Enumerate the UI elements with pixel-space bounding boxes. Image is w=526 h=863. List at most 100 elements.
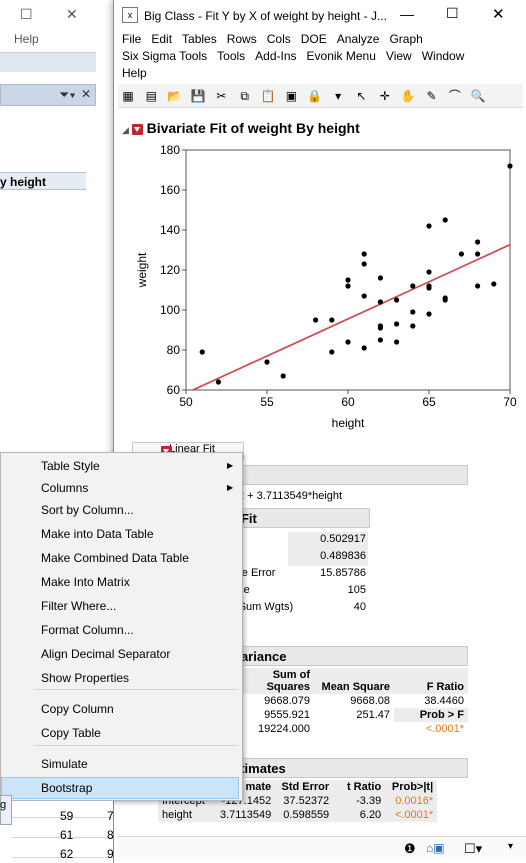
data-point[interactable]	[426, 223, 432, 229]
menu-tools[interactable]: Tools	[217, 49, 246, 63]
data-point[interactable]	[394, 321, 400, 327]
menu-evonik-menu[interactable]: Evonik Menu	[306, 49, 376, 63]
menu-cols[interactable]: Cols	[266, 32, 291, 46]
data-point[interactable]	[329, 349, 335, 355]
data-point[interactable]	[361, 251, 367, 257]
menu-add-ins[interactable]: Add-Ins	[255, 49, 297, 63]
menu-help[interactable]: Help	[122, 66, 147, 80]
menu-file[interactable]: File	[122, 32, 142, 46]
data-point[interactable]	[361, 261, 367, 267]
data-point[interactable]	[475, 251, 481, 257]
data-point[interactable]	[394, 297, 400, 303]
scatter-plot[interactable]: 60 80 100 120 140 160 180 50 55 60 65 70 height we…	[128, 142, 518, 432]
row-number[interactable]: 62	[60, 847, 74, 861]
data-point[interactable]	[410, 283, 416, 289]
context-menu-item-copy-column[interactable]: Copy Column	[41, 702, 114, 716]
grid-cell[interactable]: 9	[107, 847, 114, 861]
data-point[interactable]	[313, 317, 319, 323]
red-triangle-menu-icon[interactable]	[132, 124, 144, 136]
cut-icon[interactable]: ✂	[216, 89, 227, 103]
data-point[interactable]	[377, 323, 383, 329]
filter-icon[interactable]: ⏷▾	[59, 87, 76, 102]
copy-icon[interactable]: ⧉	[240, 89, 249, 103]
dropdown-icon[interactable]: ▾	[335, 89, 342, 103]
context-menu-item-make-into-data-table[interactable]: Make into Data Table	[41, 527, 154, 541]
menu-tables[interactable]: Tables	[182, 32, 217, 46]
data-point[interactable]	[361, 345, 367, 351]
data-point[interactable]	[199, 349, 205, 355]
menu-rows[interactable]: Rows	[226, 32, 257, 46]
data-point[interactable]	[410, 309, 416, 315]
maximize-icon[interactable]: ☐	[446, 5, 459, 21]
show-data-icon[interactable]: ▣	[285, 89, 298, 103]
menu-six-sigma-tools[interactable]: Six Sigma Tools	[122, 49, 208, 63]
help-menu[interactable]: Help	[14, 32, 39, 46]
data-point[interactable]	[458, 251, 464, 257]
summary-of-fit-header[interactable]: f Fit	[228, 508, 370, 528]
report-outline-title[interactable]: ◢ Bivariate Fit of weight By height	[122, 120, 360, 136]
lock-icon[interactable]: 🔒	[307, 89, 323, 103]
data-point[interactable]	[475, 283, 481, 289]
new-data-table-icon[interactable]: ▦	[122, 89, 134, 103]
grid-cell[interactable]: 7	[107, 809, 114, 823]
layout-icon[interactable]: ☐▾	[464, 841, 483, 856]
data-point[interactable]	[280, 373, 286, 379]
menu-graph[interactable]: Graph	[389, 32, 423, 46]
data-point[interactable]	[215, 379, 221, 385]
paste-icon[interactable]: 📋	[260, 89, 276, 103]
data-point[interactable]	[426, 269, 432, 275]
data-point[interactable]	[329, 317, 335, 323]
data-point[interactable]	[442, 295, 448, 301]
row-number[interactable]: 61	[60, 828, 74, 842]
zoom-tool-icon[interactable]: 🔍	[470, 89, 486, 103]
info-icon[interactable]: ❶	[404, 841, 416, 856]
menu-window[interactable]: Window	[421, 49, 465, 63]
data-point[interactable]	[361, 293, 367, 299]
column-header[interactable]: y height	[0, 172, 86, 190]
arrow-tool-icon[interactable]: ↖	[356, 89, 367, 103]
new-script-icon[interactable]: ▤	[145, 89, 158, 103]
context-menu-item-columns[interactable]: Columns	[41, 481, 89, 495]
brush-tool-icon[interactable]: ✎	[426, 89, 437, 103]
panel-close-icon[interactable]: ✕	[81, 87, 92, 101]
minimize-icon[interactable]: —	[400, 6, 414, 22]
grabber-tool-icon[interactable]: ✋	[400, 89, 416, 103]
data-point[interactable]	[345, 283, 351, 289]
data-point[interactable]	[264, 359, 270, 365]
menu-doe[interactable]: DOE	[300, 32, 327, 46]
home-icon[interactable]: ⌂▣	[426, 841, 445, 855]
data-point[interactable]	[377, 337, 383, 343]
more-options-icon[interactable]: ▾	[508, 841, 514, 852]
context-menu-item-sort-by-column[interactable]: Sort by Column...	[41, 503, 134, 517]
data-point[interactable]	[475, 239, 481, 245]
maximize-icon[interactable]: ☐	[20, 6, 33, 22]
data-point[interactable]	[410, 323, 416, 329]
context-menu-item-bootstrap[interactable]: Bootstrap	[41, 781, 93, 795]
parameter-estimates-header[interactable]: stimates	[228, 758, 468, 778]
data-point[interactable]	[426, 283, 432, 289]
menu-view[interactable]: View	[385, 49, 412, 63]
open-icon[interactable]: 📂	[167, 89, 183, 103]
menu-analyze[interactable]: Analyze	[336, 32, 380, 46]
context-menu-item-align-decimal-separator[interactable]: Align Decimal Separator	[41, 647, 171, 661]
context-menu-item-filter-where[interactable]: Filter Where...	[41, 599, 117, 613]
analysis-of-variance-header[interactable]: Variance	[228, 646, 468, 666]
data-point[interactable]	[507, 163, 513, 169]
menu-edit[interactable]: Edit	[151, 32, 173, 46]
context-menu-item-make-combined-data-table[interactable]: Make Combined Data Table	[41, 551, 189, 565]
crosshair-tool-icon[interactable]: ✛	[379, 89, 390, 103]
close-icon[interactable]: ✕	[66, 6, 78, 22]
context-menu-item-copy-table[interactable]: Copy Table	[41, 726, 101, 740]
data-point[interactable]	[394, 339, 400, 345]
data-point[interactable]	[491, 281, 497, 287]
data-point[interactable]	[426, 311, 432, 317]
grid-cell[interactable]: 8	[107, 828, 114, 842]
row-number[interactable]: 59	[60, 809, 74, 823]
context-menu-item-simulate[interactable]: Simulate	[41, 757, 88, 771]
context-menu-item-format-column[interactable]: Format Column...	[41, 623, 134, 637]
lasso-tool-icon[interactable]: ⌒	[448, 89, 461, 103]
close-icon[interactable]: ✕	[492, 6, 505, 23]
data-point[interactable]	[377, 275, 383, 281]
red-triangle-menu-icon[interactable]	[161, 445, 172, 457]
save-icon[interactable]: 💾	[190, 89, 206, 103]
